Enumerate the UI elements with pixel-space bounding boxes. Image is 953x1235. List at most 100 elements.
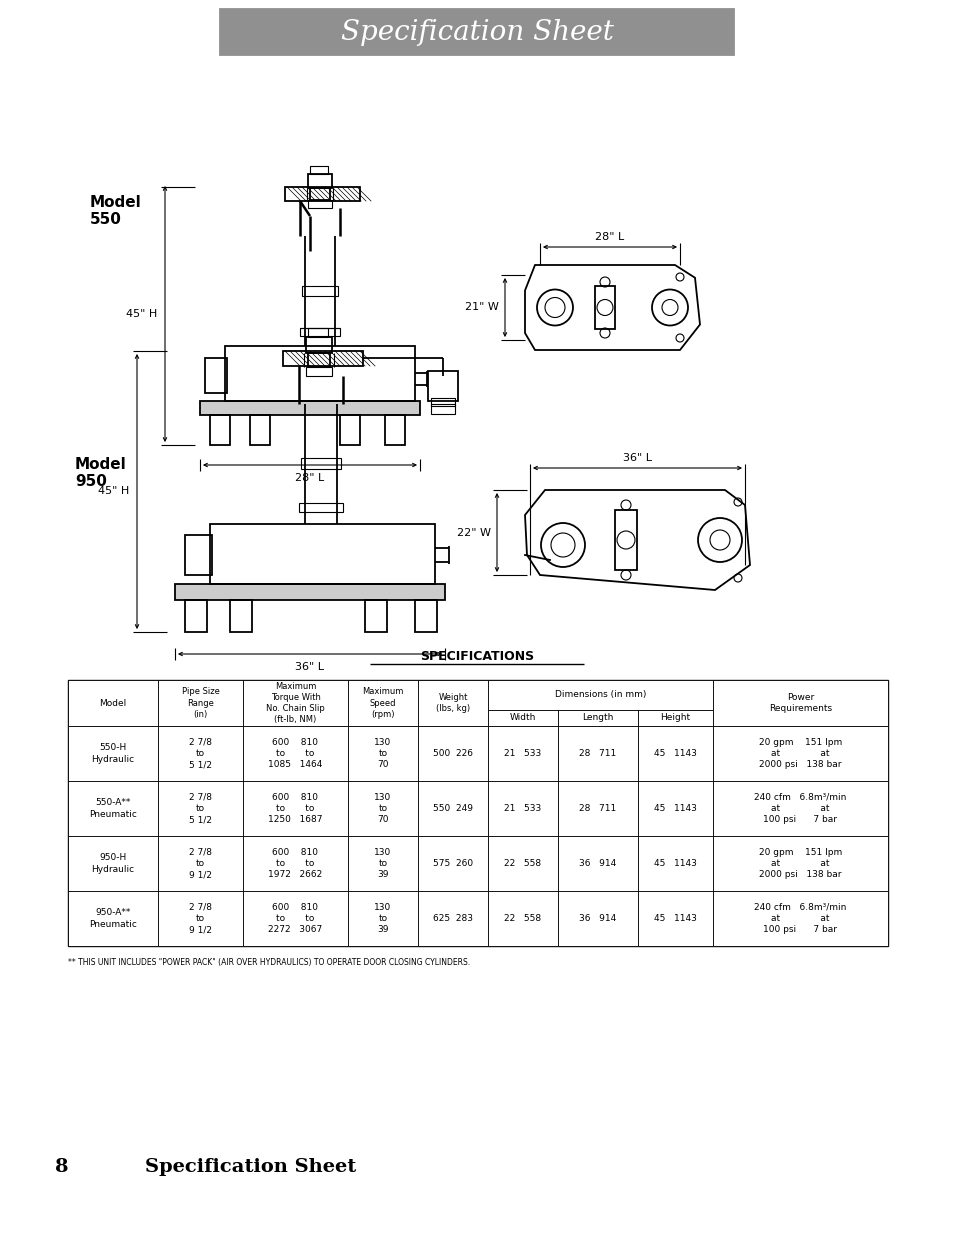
Bar — [308, 174, 332, 188]
Text: Weight
(lbs, kg): Weight (lbs, kg) — [436, 693, 470, 713]
Bar — [488, 781, 558, 836]
Text: Specification Sheet: Specification Sheet — [340, 19, 613, 46]
Text: 22   558: 22 558 — [504, 860, 541, 868]
Text: Maximum
Torque With
No. Chain Slip
(ft-lb, NM): Maximum Torque With No. Chain Slip (ft-l… — [266, 682, 325, 724]
Bar — [308, 200, 332, 207]
Bar — [348, 726, 417, 781]
Bar — [68, 836, 158, 890]
Bar — [431, 404, 455, 414]
Text: 240 cfm   6.8m³/min
at              at
100 psi      7 bar: 240 cfm 6.8m³/min at at 100 psi 7 bar — [754, 793, 846, 824]
Bar — [299, 329, 339, 336]
Text: ** THIS UNIT INCLUDES "POWER PACK" (AIR OVER HYDRAULICS) TO OPERATE DOOR CLOSING: ** THIS UNIT INCLUDES "POWER PACK" (AIR … — [68, 958, 470, 967]
Bar — [488, 836, 558, 890]
Text: 45   1143: 45 1143 — [654, 748, 697, 758]
Text: 20 gpm    151 lpm
at              at
2000 psi   138 bar: 20 gpm 151 lpm at at 2000 psi 138 bar — [758, 737, 841, 769]
Bar — [310, 188, 330, 200]
Bar — [230, 600, 252, 632]
Text: 130
to
70: 130 to 70 — [374, 737, 392, 769]
Text: 500  226: 500 226 — [433, 748, 473, 758]
Circle shape — [544, 298, 564, 317]
Text: 8: 8 — [55, 1158, 69, 1176]
Bar — [310, 165, 328, 174]
Text: 21   533: 21 533 — [504, 804, 541, 813]
Text: Width: Width — [509, 714, 536, 722]
Bar — [285, 186, 359, 201]
Text: Model: Model — [99, 699, 127, 708]
Bar — [158, 781, 243, 836]
Bar — [638, 781, 712, 836]
Bar — [431, 398, 455, 406]
Bar — [339, 415, 359, 445]
Text: 28   711: 28 711 — [578, 804, 616, 813]
Bar — [68, 726, 158, 781]
Text: 600    810
to       to
1972   2662: 600 810 to to 1972 2662 — [268, 848, 322, 879]
Bar — [428, 370, 457, 401]
Bar — [68, 680, 158, 726]
Bar — [712, 781, 887, 836]
Bar — [558, 836, 638, 890]
Text: 550  249: 550 249 — [433, 804, 473, 813]
Text: 950-A**
Pneumatic: 950-A** Pneumatic — [89, 909, 137, 929]
Text: 625  283: 625 283 — [433, 914, 473, 923]
Bar — [250, 415, 270, 445]
Text: 130
to
70: 130 to 70 — [374, 793, 392, 824]
Bar — [205, 358, 227, 393]
Text: 550-A**
Pneumatic: 550-A** Pneumatic — [89, 799, 137, 819]
Text: 575  260: 575 260 — [433, 860, 473, 868]
Bar — [210, 415, 230, 445]
Bar — [417, 726, 488, 781]
Bar — [558, 781, 638, 836]
Bar — [348, 680, 417, 726]
Text: Height: Height — [659, 714, 690, 722]
Bar — [68, 781, 158, 836]
Text: 130
to
39: 130 to 39 — [374, 903, 392, 934]
Bar — [185, 600, 207, 632]
Text: Length: Length — [581, 714, 613, 722]
Bar — [283, 351, 363, 366]
Bar — [174, 584, 444, 600]
Bar — [243, 680, 348, 726]
Bar — [220, 9, 733, 56]
Bar — [301, 458, 340, 469]
Text: Specification Sheet: Specification Sheet — [145, 1158, 355, 1176]
Text: 20 gpm    151 lpm
at              at
2000 psi   138 bar: 20 gpm 151 lpm at at 2000 psi 138 bar — [758, 848, 841, 879]
Bar — [417, 890, 488, 946]
Text: 2 7/8
to
5 1/2: 2 7/8 to 5 1/2 — [189, 793, 212, 824]
Text: 2 7/8
to
9 1/2: 2 7/8 to 9 1/2 — [189, 903, 212, 934]
Text: 36   914: 36 914 — [578, 860, 616, 868]
Bar — [200, 401, 419, 415]
Text: 28" L: 28" L — [595, 232, 624, 242]
Bar — [158, 680, 243, 726]
Bar — [158, 890, 243, 946]
Text: 950-H
Hydraulic: 950-H Hydraulic — [91, 853, 134, 873]
Text: 36" L: 36" L — [622, 453, 651, 463]
Text: Pipe Size
Range
(in): Pipe Size Range (in) — [181, 688, 219, 719]
Text: 36   914: 36 914 — [578, 914, 616, 923]
Text: 21   533: 21 533 — [504, 748, 541, 758]
Bar — [638, 710, 712, 726]
Bar — [68, 890, 158, 946]
Text: 28" L: 28" L — [295, 473, 324, 483]
Text: 45" H: 45" H — [126, 309, 157, 319]
Text: 240 cfm   6.8m³/min
at              at
100 psi      7 bar: 240 cfm 6.8m³/min at at 100 psi 7 bar — [754, 903, 846, 934]
Text: 22   558: 22 558 — [504, 914, 541, 923]
Bar — [308, 329, 328, 337]
Bar — [302, 287, 337, 296]
Bar — [615, 510, 637, 571]
Text: 36" L: 36" L — [295, 662, 324, 672]
Bar — [488, 680, 712, 710]
Bar — [415, 600, 436, 632]
Bar — [558, 710, 638, 726]
Bar — [595, 287, 615, 329]
Bar — [712, 680, 887, 726]
Bar — [417, 836, 488, 890]
Bar — [68, 680, 887, 946]
Bar — [243, 726, 348, 781]
Bar — [558, 890, 638, 946]
Text: 600    810
to       to
2272   3067: 600 810 to to 2272 3067 — [268, 903, 322, 934]
Bar — [488, 726, 558, 781]
Text: Dimensions (in mm): Dimensions (in mm) — [555, 690, 645, 699]
Bar — [417, 781, 488, 836]
Bar — [158, 726, 243, 781]
Text: Model
550: Model 550 — [90, 195, 142, 227]
